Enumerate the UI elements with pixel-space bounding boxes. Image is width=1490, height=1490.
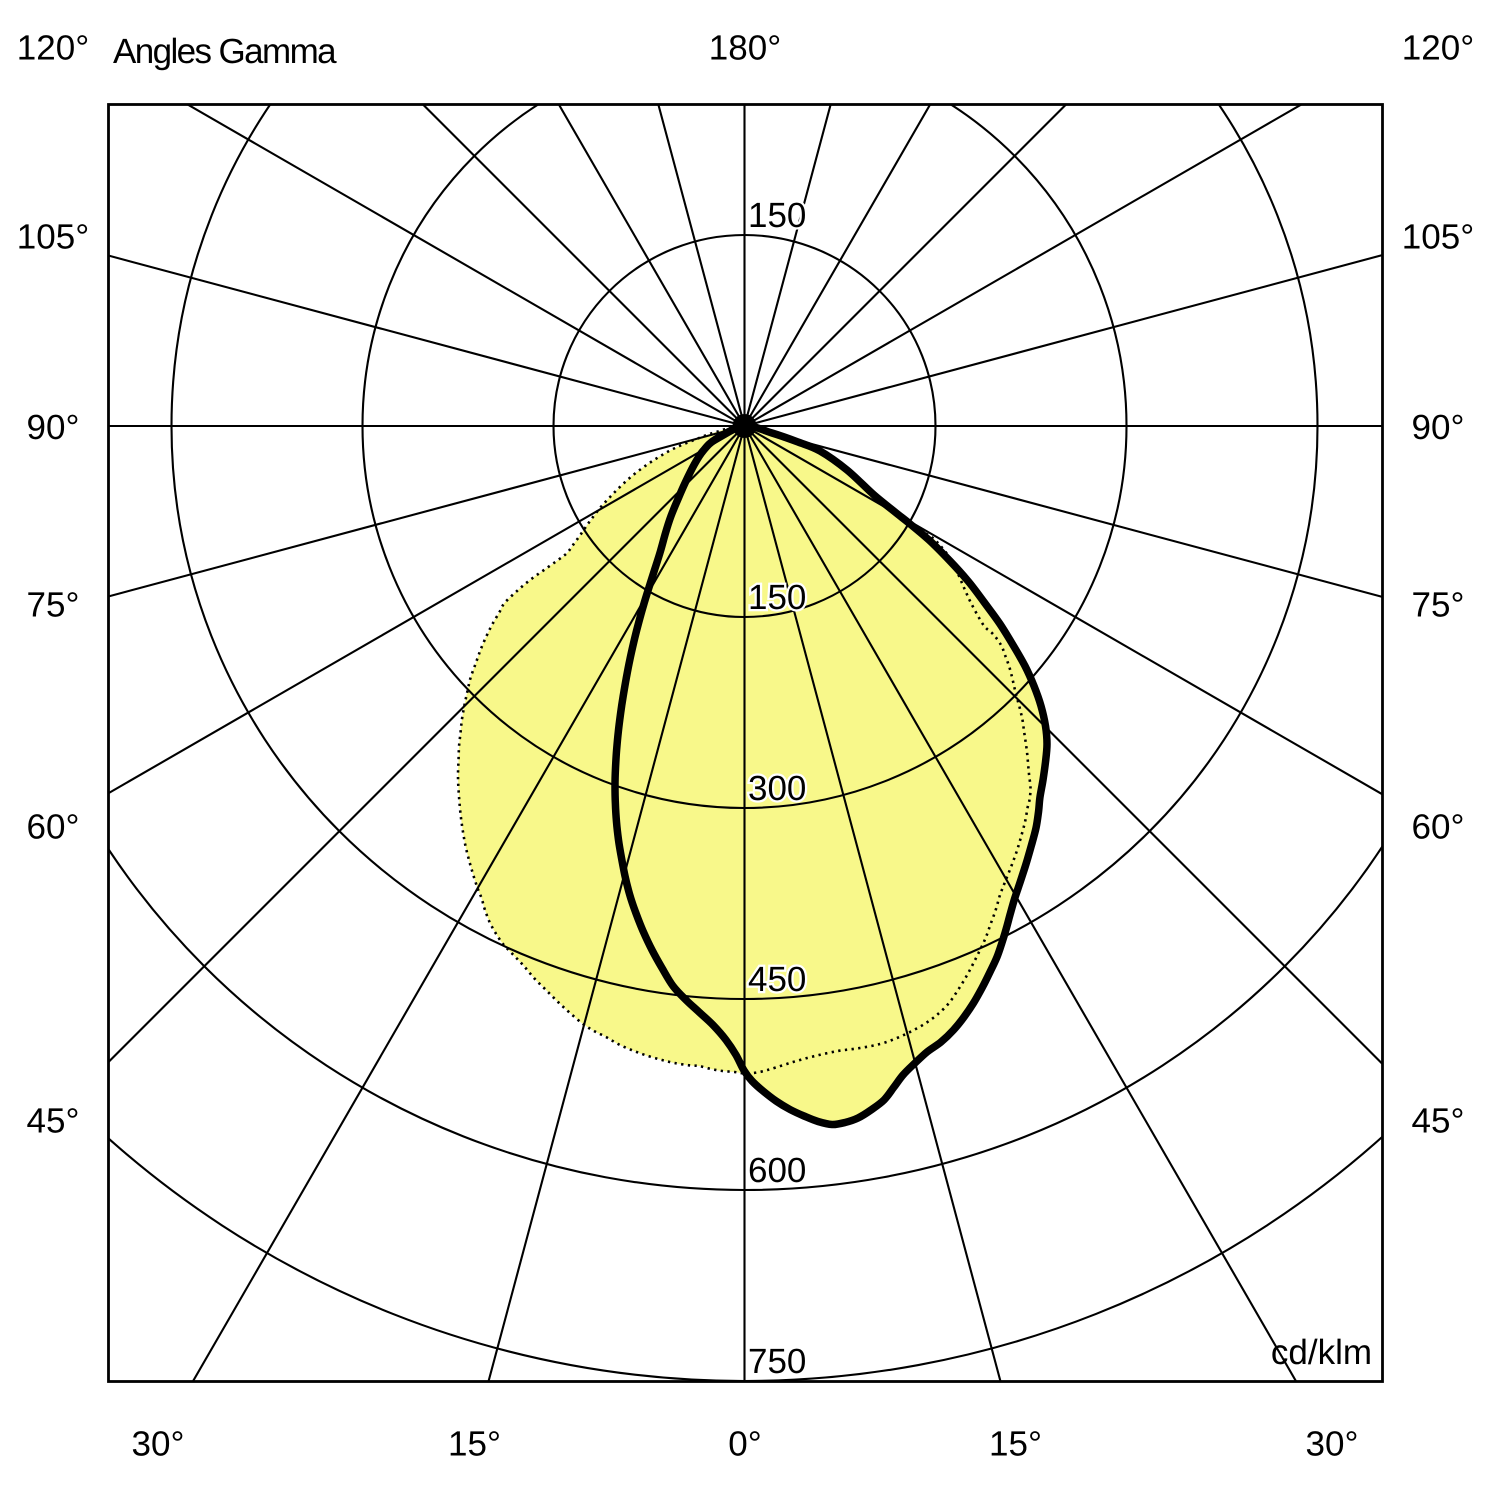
svg-text:60°: 60°	[27, 808, 80, 847]
svg-text:90°: 90°	[27, 408, 80, 447]
svg-text:45°: 45°	[27, 1102, 80, 1141]
svg-text:450: 450	[748, 960, 806, 999]
svg-text:75°: 75°	[27, 586, 80, 625]
svg-text:30°: 30°	[132, 1425, 185, 1464]
svg-text:30°: 30°	[1306, 1425, 1359, 1464]
svg-text:75°: 75°	[1412, 586, 1465, 625]
svg-text:0°: 0°	[728, 1425, 761, 1464]
svg-text:105°: 105°	[17, 218, 89, 257]
svg-text:90°: 90°	[1412, 408, 1465, 447]
svg-text:45°: 45°	[1412, 1102, 1465, 1141]
svg-text:15°: 15°	[448, 1425, 501, 1464]
svg-text:180°: 180°	[709, 29, 781, 68]
svg-text:120°: 120°	[17, 29, 89, 68]
svg-text:300: 300	[748, 769, 806, 808]
svg-text:150: 150	[748, 578, 806, 617]
svg-text:120°: 120°	[1402, 29, 1474, 68]
svg-text:Angles Gamma: Angles Gamma	[113, 32, 337, 71]
svg-text:150: 150	[748, 196, 806, 235]
svg-text:600: 600	[748, 1151, 806, 1190]
svg-text:750: 750	[748, 1342, 806, 1381]
svg-text:105°: 105°	[1402, 218, 1474, 257]
svg-text:15°: 15°	[989, 1425, 1042, 1464]
svg-text:cd/klm: cd/klm	[1271, 1333, 1372, 1372]
svg-text:60°: 60°	[1412, 808, 1465, 847]
